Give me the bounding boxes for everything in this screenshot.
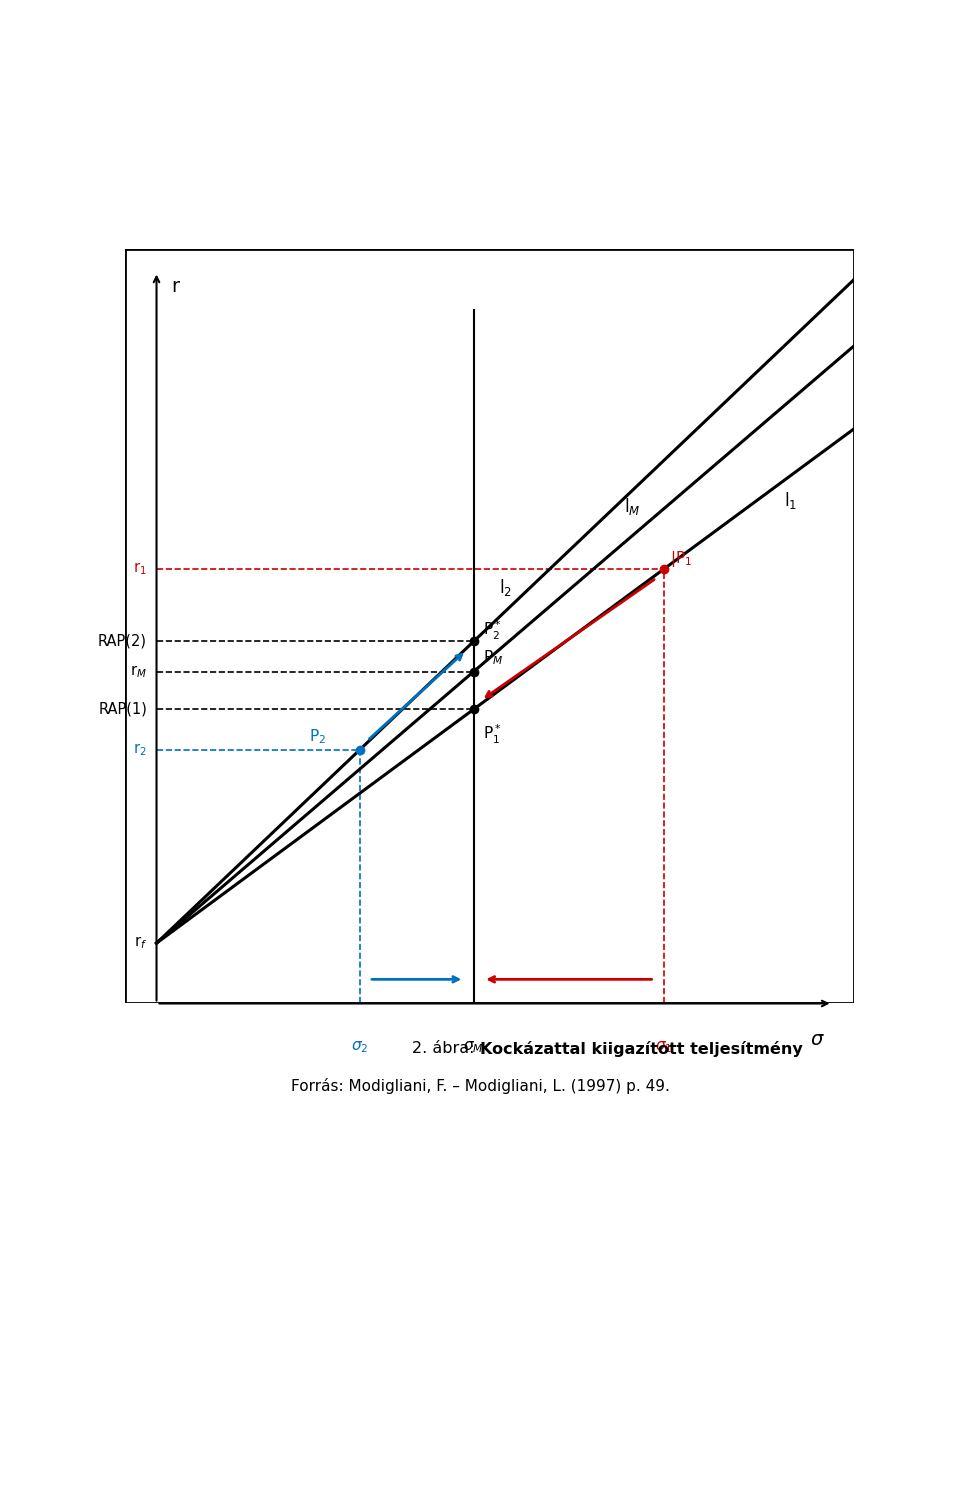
Text: Kockázattal kiigazított teljesítmény: Kockázattal kiigazított teljesítmény: [480, 1041, 803, 1056]
Text: Forrás: Modigliani, F. – Modigliani, L. (1997) p. 49.: Forrás: Modigliani, F. – Modigliani, L. …: [291, 1079, 669, 1094]
Text: l$_2$: l$_2$: [499, 576, 512, 598]
Text: l$_M$: l$_M$: [624, 495, 640, 516]
Text: 2. ábra:: 2. ábra:: [413, 1041, 480, 1056]
Bar: [125, 249, 854, 1003]
Text: P$_1^*$: P$_1^*$: [483, 723, 502, 745]
Text: $\sigma$: $\sigma$: [810, 1031, 826, 1049]
Text: r: r: [172, 278, 180, 296]
Text: RAP(1): RAP(1): [98, 702, 147, 717]
Text: RAP(2): RAP(2): [98, 634, 147, 649]
Text: l$_1$: l$_1$: [784, 489, 798, 510]
Text: r$_1$: r$_1$: [133, 560, 147, 578]
Text: P$_2$: P$_2$: [309, 727, 325, 745]
Text: $\sigma_M$: $\sigma_M$: [464, 1040, 484, 1055]
Text: P$_M$: P$_M$: [483, 649, 503, 667]
Text: r$_f$: r$_f$: [134, 934, 147, 952]
Text: $\sigma_1$: $\sigma_1$: [656, 1040, 673, 1055]
Text: $\mathregular{|}$P$_1$: $\mathregular{|}$P$_1$: [670, 549, 692, 569]
Text: P$_2^*$: P$_2^*$: [483, 619, 502, 641]
Text: $\sigma_2$: $\sigma_2$: [350, 1040, 369, 1055]
Text: r$_M$: r$_M$: [131, 662, 147, 681]
Text: r$_2$: r$_2$: [133, 741, 147, 759]
